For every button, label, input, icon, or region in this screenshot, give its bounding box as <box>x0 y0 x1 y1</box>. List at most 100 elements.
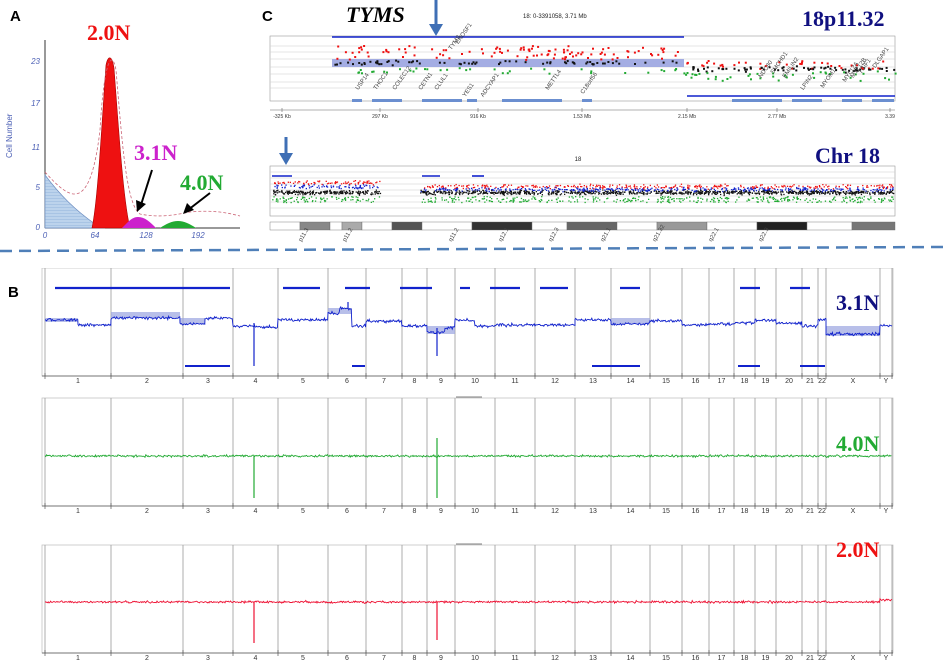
chromosome-number: X <box>850 378 856 385</box>
chromosome-number: 2 <box>145 378 149 385</box>
chromosome-number: 8 <box>412 508 417 515</box>
chromosome-number: 6 <box>345 655 349 662</box>
y-tick: 17 <box>31 99 40 108</box>
chromosome-number: 15 <box>662 508 670 515</box>
track-label-4n: 4.0N <box>836 431 880 456</box>
x-tick: 0 <box>43 231 48 240</box>
chromosome-number: 7 <box>382 508 386 515</box>
chromosome-number: 5 <box>301 655 305 662</box>
x-tick: 192 <box>191 231 205 240</box>
chromosome-number: 6 <box>345 508 349 515</box>
chromosome-number: 21 <box>806 508 814 515</box>
track-label-3n: 3.1N <box>836 290 880 315</box>
section-divider <box>0 245 945 253</box>
chromosome-number: 1 <box>76 378 80 385</box>
zoom-x-tick: 297 Kb <box>372 114 388 120</box>
chromosome-number: 10 <box>471 378 479 385</box>
chromosome-number: 12 <box>551 655 559 662</box>
chromosome-number: 19 <box>761 655 770 662</box>
chromosome-number: 1 <box>76 508 80 515</box>
track-label-2n: 2.0N <box>836 537 880 562</box>
zoom-x-tick: -325 Kb <box>273 114 291 120</box>
panel-c-letter: C <box>262 8 273 25</box>
chromosome-number: 13 <box>589 508 597 515</box>
x-tick: 64 <box>91 231 100 240</box>
chromosome-number: 9 <box>439 378 443 385</box>
chromosome-number: 7 <box>382 378 386 385</box>
gene-label-tyms: TYMS <box>346 2 405 27</box>
genome-wide-copy-number-tracks <box>41 268 894 656</box>
chromosome-number: 3 <box>206 508 210 515</box>
chromosome-number: 2 <box>145 655 149 662</box>
chromosome-number: 22 <box>818 508 826 515</box>
chromosome-number: 11 <box>511 655 519 662</box>
chromosome-number: 4 <box>253 508 258 515</box>
label-4n: 4.0N <box>180 170 224 195</box>
chromosome-number: 15 <box>662 378 670 385</box>
ploidy-histogram: 0 5 11 17 23 Cell Number 0 64 128 192 <box>5 40 241 240</box>
chromosome-number: 8 <box>412 378 417 385</box>
y-tick: 5 <box>36 183 41 192</box>
zoom-x-tick: 2.15 Mb <box>678 114 696 120</box>
y-axis-label: Cell Number <box>5 113 14 158</box>
chromosome-number: 14 <box>626 508 635 515</box>
y-tick: 0 <box>36 223 41 232</box>
chromosome-number: 21 <box>806 378 814 385</box>
chromosome-number: 5 <box>301 378 305 385</box>
chromosome-number: X <box>850 655 856 662</box>
chromosome-number: 13 <box>589 655 597 662</box>
y-tick: 11 <box>32 143 40 152</box>
peak-2n <box>91 57 131 229</box>
chromosome-label: Chr 18 <box>815 143 880 168</box>
chromosome-number: 16 <box>691 378 700 385</box>
chromosome-number: 19 <box>761 508 770 515</box>
label-3n: 3.1N <box>134 140 178 165</box>
chromosome-number: 1 <box>76 655 80 662</box>
chromosome-number: Y <box>883 508 889 515</box>
peak-3n <box>122 217 156 228</box>
y-tick: 23 <box>30 57 40 66</box>
chromosome-number: 15 <box>662 655 670 662</box>
chromosome-number: Y <box>883 378 889 385</box>
chromosome-number: 11 <box>511 508 519 515</box>
chromosome-number: 14 <box>626 378 635 385</box>
chromosome-number: 5 <box>301 508 305 515</box>
chromosome-number: 14 <box>626 655 635 662</box>
copy-number-signal <box>44 453 892 459</box>
chromosome-number: 9 <box>439 655 443 662</box>
chr18-panels: -325 Kb 297 Kb 916 Kb 1.53 Mb 2.15 Mb 2.77 Mb… <box>269 0 897 231</box>
zoom-x-tick: 2.77 Mb <box>768 114 786 120</box>
chromosome-number: 20 <box>785 508 793 515</box>
panel-a-letter: A <box>10 8 21 25</box>
chromosome-number: 12 <box>551 378 559 385</box>
chromosome-number: Y <box>883 655 889 662</box>
chromosome-number: 2 <box>145 508 149 515</box>
chromosome-number: 3 <box>206 655 210 662</box>
chromosome-number: 18 <box>740 655 749 662</box>
track-center-label: 18 <box>575 157 582 163</box>
chromosome-number: X <box>850 508 856 515</box>
chromosome-number: 18 <box>740 508 749 515</box>
chromosome-number: 17 <box>717 378 726 385</box>
chromosome-number: 17 <box>717 508 726 515</box>
zoom-x-tick: 916 Kb <box>470 114 486 120</box>
copy-number-signal <box>44 305 893 337</box>
chromosome-number: 4 <box>253 378 258 385</box>
label-2n: 2.0N <box>87 20 131 45</box>
chromosome-number: 16 <box>691 508 700 515</box>
chromosome-number: 12 <box>551 508 559 515</box>
zoom-x-tick: 1.53 Mb <box>573 114 591 120</box>
chromosome-number: 13 <box>589 378 597 385</box>
chromosome-number: 11 <box>511 378 519 385</box>
chromosome-number: 22 <box>818 378 826 385</box>
chromosome-number: 21 <box>806 655 814 662</box>
zoom-x-tick: 3.39 <box>885 114 895 120</box>
chromosome-number: 20 <box>785 655 793 662</box>
chromosome-number: 22 <box>818 655 826 662</box>
y-ticks: 0 5 11 17 23 <box>30 57 40 232</box>
panel-b-letter: B <box>8 284 19 301</box>
chromosome-number: 6 <box>345 378 349 385</box>
chromosome-number: 3 <box>206 378 210 385</box>
chromosome-number: 10 <box>471 655 479 662</box>
chromosome-number: 10 <box>471 508 479 515</box>
